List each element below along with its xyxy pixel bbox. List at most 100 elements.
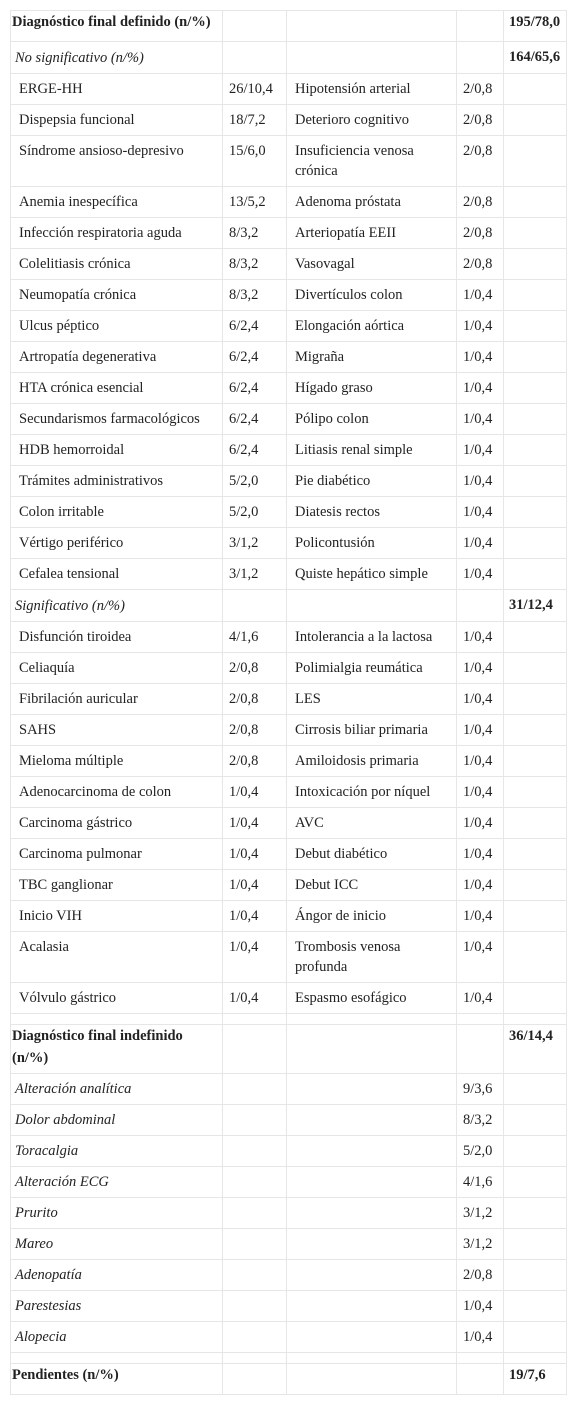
cell: 164/65,6 <box>503 41 567 74</box>
table-row: Neumopatía crónica 8/3,2 Divertículos colo… <box>10 279 567 311</box>
empty-cell <box>503 776 567 808</box>
empty-cell <box>503 683 567 715</box>
cell: 9/3,6 <box>456 1073 504 1105</box>
cell: 1/0,4 <box>222 776 287 808</box>
cell: 6/2,4 <box>222 372 287 404</box>
cell: 2/0,8 <box>456 248 504 280</box>
table-row: Dolor abdominal 8/3,2 <box>10 1104 567 1136</box>
empty-cell <box>503 217 567 249</box>
table-row: Secundarismos farmacológicos 6/2,4 Pólipo … <box>10 403 567 435</box>
empty-cell <box>503 621 567 653</box>
cell: 1/0,4 <box>456 869 504 901</box>
cell: 1/0,4 <box>456 982 504 1014</box>
cell: TBC ganglionar <box>10 869 223 901</box>
empty-cell <box>503 745 567 777</box>
empty-cell <box>503 652 567 684</box>
cell: 31/12,4 <box>503 589 567 622</box>
empty-cell <box>503 341 567 373</box>
empty-cell <box>503 1321 567 1353</box>
cell: AVC <box>286 807 457 839</box>
empty-cell <box>222 1321 287 1353</box>
empty-cell <box>503 1104 567 1136</box>
empty-cell <box>286 41 457 74</box>
empty-cell <box>10 1352 223 1364</box>
table-row: Adenocarcinoma de colon 1/0,4 Intoxicación… <box>10 776 567 808</box>
cell: 15/6,0 <box>222 135 287 187</box>
cell: Infección respiratoria aguda <box>10 217 223 249</box>
cell: Adenoma próstata <box>286 186 457 218</box>
cell: Colon irritable <box>10 496 223 528</box>
cell: Anemia inespecífica <box>10 186 223 218</box>
cell: Secundarismos farmacológicos <box>10 403 223 435</box>
empty-cell <box>286 1073 457 1105</box>
cell: Ulcus péptico <box>10 310 223 342</box>
cell: Debut ICC <box>286 869 457 901</box>
empty-cell <box>503 1228 567 1260</box>
cell: 19/7,6 <box>503 1363 567 1395</box>
empty-cell <box>286 1259 457 1291</box>
empty-cell <box>286 1290 457 1322</box>
cell: Litiasis renal simple <box>286 434 457 466</box>
table-row: Alteración analítica 9/3,6 <box>10 1073 567 1105</box>
cell: 1/0,4 <box>456 527 504 559</box>
table-row: ERGE-HH 26/10,4 Hipotensión arterial 2/0,8 <box>10 73 567 105</box>
empty-cell <box>456 41 504 74</box>
table-row: Prurito 3/1,2 <box>10 1197 567 1229</box>
empty-cell <box>503 1135 567 1167</box>
empty-cell <box>222 1024 287 1074</box>
cell: 1/0,4 <box>222 838 287 870</box>
table-row <box>10 1352 567 1364</box>
cell: Divertículos colon <box>286 279 457 311</box>
empty-cell <box>222 1104 287 1136</box>
cell: 26/10,4 <box>222 73 287 105</box>
empty-cell <box>503 1073 567 1105</box>
cell: 36/14,4 <box>503 1024 567 1074</box>
table-row: HDB hemorroidal 6/2,4 Litiasis renal simpl… <box>10 434 567 466</box>
cell: Vólvulo gástrico <box>10 982 223 1014</box>
cell: Polimialgia reumática <box>286 652 457 684</box>
empty-cell <box>286 1363 457 1395</box>
table-row: HTA crónica esencial 6/2,4 Hígado graso 1/0… <box>10 372 567 404</box>
cell: Significativo (n/%) <box>10 589 223 622</box>
empty-cell <box>456 1024 504 1074</box>
cell: Insuficiencia venosa crónica <box>286 135 457 187</box>
cell: 1/0,4 <box>222 982 287 1014</box>
cell: Trombosis venosa profunda <box>286 931 457 983</box>
empty-cell <box>286 10 457 42</box>
table-row: Acalasia 1/0,4 Trombosis venosa profunda 1/… <box>10 931 567 983</box>
empty-cell <box>222 1259 287 1291</box>
empty-cell <box>503 434 567 466</box>
cell: Amiloidosis primaria <box>286 745 457 777</box>
cell: 1/0,4 <box>456 1321 504 1353</box>
empty-cell <box>503 73 567 105</box>
empty-cell <box>286 1104 457 1136</box>
cell: 1/0,4 <box>222 869 287 901</box>
cell: 2/0,8 <box>456 217 504 249</box>
empty-cell <box>503 1290 567 1322</box>
empty-cell <box>503 931 567 983</box>
cell: Trámites administrativos <box>10 465 223 497</box>
cell: SAHS <box>10 714 223 746</box>
empty-cell <box>222 1290 287 1322</box>
cell: Acalasia <box>10 931 223 983</box>
empty-cell <box>286 1166 457 1198</box>
cell: Dispepsia funcional <box>10 104 223 136</box>
table-row: Cefalea tensional 3/1,2 Quiste hepático si… <box>10 558 567 590</box>
empty-cell <box>222 10 287 42</box>
cell: 2/0,8 <box>222 683 287 715</box>
cell: Intolerancia a la lactosa <box>286 621 457 653</box>
cell: Mareo <box>10 1228 223 1260</box>
table-row: Anemia inespecífica 13/5,2 Adenoma próstat… <box>10 186 567 218</box>
cell: Debut diabético <box>286 838 457 870</box>
cell: 1/0,4 <box>456 652 504 684</box>
cell: Pendientes (n/%) <box>10 1363 223 1395</box>
empty-cell <box>286 589 457 622</box>
table-row: TBC ganglionar 1/0,4 Debut ICC 1/0,4 <box>10 869 567 901</box>
empty-cell <box>286 1228 457 1260</box>
empty-cell <box>222 1228 287 1260</box>
table-row: Vólvulo gástrico 1/0,4 Espasmo esofágico 1/… <box>10 982 567 1014</box>
cell: Adenocarcinoma de colon <box>10 776 223 808</box>
cell: 1/0,4 <box>456 714 504 746</box>
empty-cell <box>286 1321 457 1353</box>
cell: Deterioro cognitivo <box>286 104 457 136</box>
